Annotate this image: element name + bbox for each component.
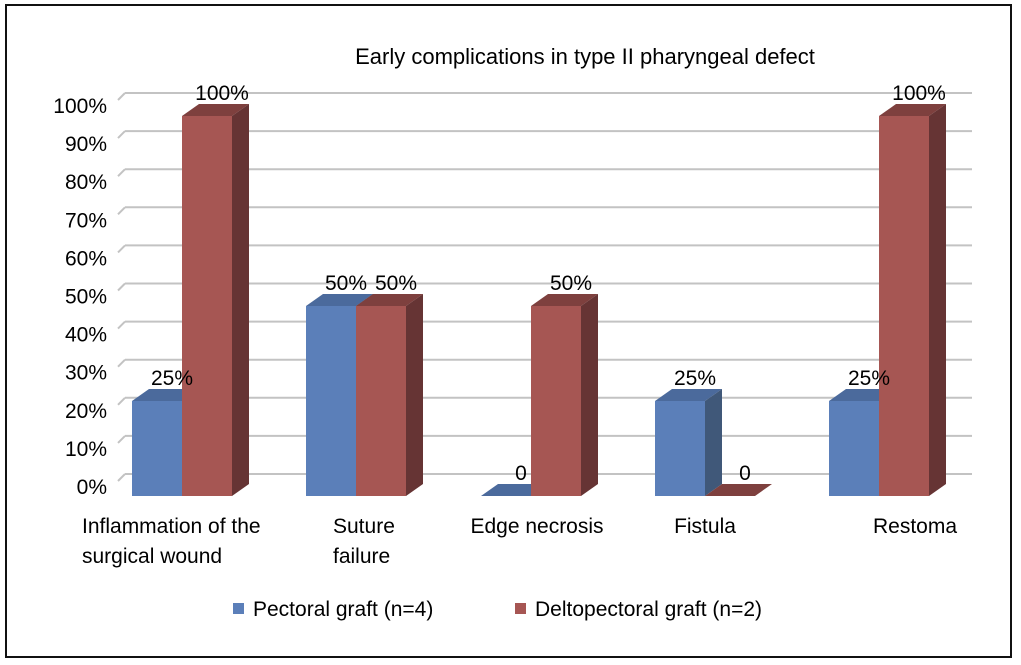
bar-top-face xyxy=(531,294,598,306)
y-tick-label: 20% xyxy=(65,400,107,423)
gridline-stub xyxy=(117,320,126,330)
bar-side-face xyxy=(232,104,249,496)
y-tick-label: 10% xyxy=(65,438,107,461)
x-category-label: surgical wound xyxy=(82,545,222,568)
chart-frame xyxy=(5,4,1012,658)
x-category-label: Fistula xyxy=(674,515,736,538)
gridline-stub xyxy=(117,130,126,139)
gridline-stub xyxy=(117,168,126,177)
bar-side-face xyxy=(406,294,423,496)
bar-top-face xyxy=(306,294,373,306)
x-category-label: failure xyxy=(333,545,390,568)
gridline-stub xyxy=(117,244,126,254)
x-category-label: Edge necrosis xyxy=(470,515,603,538)
legend-swatch xyxy=(515,603,526,614)
y-tick-label: 100% xyxy=(53,95,107,118)
bar-front-face xyxy=(356,306,406,496)
bar-top-face xyxy=(705,484,772,496)
bar-deltopectoral xyxy=(705,484,772,496)
data-label: 25% xyxy=(674,367,716,390)
x-category-label: Inflammation of the xyxy=(82,515,261,538)
legend-swatch xyxy=(233,603,244,614)
bar-top-face xyxy=(655,389,722,401)
bar-top-face xyxy=(879,104,946,116)
bar-front-face xyxy=(531,306,581,496)
bar-deltopectoral xyxy=(879,104,946,496)
data-label: 50% xyxy=(550,272,592,295)
y-tick-label: 60% xyxy=(65,247,107,270)
bar-side-face xyxy=(705,389,722,496)
bar-front-face xyxy=(306,306,356,496)
gridline-stub xyxy=(117,358,126,368)
y-tick-label: 50% xyxy=(65,286,107,309)
data-label: 100% xyxy=(892,82,946,105)
gridline-stub xyxy=(117,206,126,216)
legend-label: Pectoral graft (n=4) xyxy=(253,598,433,621)
bar-pectoral xyxy=(655,389,722,496)
gridline-stub xyxy=(117,282,126,292)
data-label: 50% xyxy=(325,272,367,295)
bar-front-face xyxy=(879,116,929,496)
data-label: 25% xyxy=(848,367,890,390)
bar-deltopectoral xyxy=(182,104,249,496)
gridline-stub xyxy=(117,92,126,101)
data-label: 50% xyxy=(375,272,417,295)
gridline-stub xyxy=(117,435,126,444)
bar-top-face xyxy=(356,294,423,306)
bar-side-face xyxy=(929,104,946,496)
y-tick-label: 80% xyxy=(65,171,107,194)
y-tick-label: 70% xyxy=(65,209,107,232)
data-label: 25% xyxy=(151,367,193,390)
x-category-label: Restoma xyxy=(873,515,957,538)
bar-deltopectoral xyxy=(531,294,598,496)
y-tick-label: 40% xyxy=(65,324,107,347)
y-tick-label: 0% xyxy=(77,476,107,499)
gridline-stub xyxy=(117,473,126,482)
bar-front-face xyxy=(182,116,232,496)
data-label: 100% xyxy=(195,82,249,105)
data-label: 0 xyxy=(515,462,527,485)
data-label: 0 xyxy=(739,462,751,485)
legend-label: Deltopectoral graft (n=2) xyxy=(535,598,762,621)
y-tick-label: 90% xyxy=(65,133,107,156)
bar-top-face xyxy=(182,104,249,116)
bar-side-face xyxy=(581,294,598,496)
y-tick-label: 30% xyxy=(65,362,107,385)
bar-deltopectoral xyxy=(356,294,423,496)
bar-front-face xyxy=(655,401,705,496)
x-category-label: Suture xyxy=(333,515,395,538)
gridline-stub xyxy=(117,397,126,406)
bar-front-face xyxy=(829,401,879,496)
chart-title: Early complications in type II pharyngea… xyxy=(355,44,815,69)
bar-front-face xyxy=(132,401,182,496)
